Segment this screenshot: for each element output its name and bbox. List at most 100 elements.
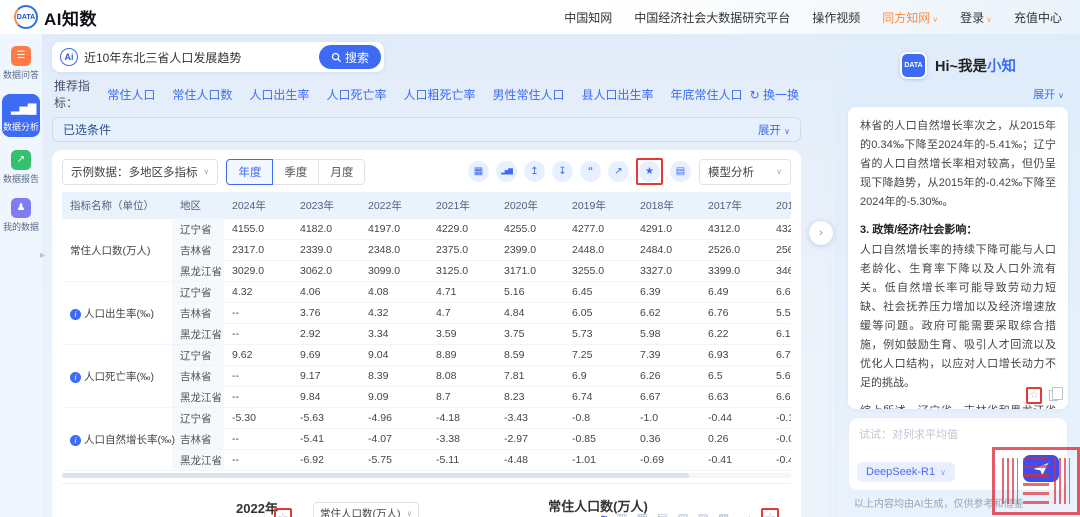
table-row: i 人口出生率(‰) 辽宁省 4.32 4.06 4.08 4.71 5.16 6.45 6.39… — [62, 281, 791, 345]
table-row: 吉林省 -- 9.17 8.39 8.08 7.81 6.9 6.26 6.5 5.6 — [62, 365, 791, 387]
info-icon[interactable]: i — [70, 434, 81, 446]
bar-chart-icon[interactable]: ▥ — [616, 511, 627, 517]
value-cell: 3.75 — [496, 323, 564, 345]
metric-dropdown[interactable]: 常住人口数(万人) ∨ — [313, 502, 420, 517]
refresh-indicators-button[interactable]: ↻ 换一换 — [749, 87, 799, 102]
hbar-chart-icon[interactable]: ▤ — [657, 511, 668, 517]
sort-up-icon[interactable]: ↥ — [524, 161, 545, 182]
sidebar-item-label: 我的数据 — [2, 222, 39, 232]
year-column-header: 2018年 — [632, 192, 700, 219]
filter-icon[interactable]: ↧ — [552, 161, 573, 182]
value-cell: 8.7 — [428, 386, 496, 408]
table-row: 吉林省 2317.0 2339.0 2348.0 2375.0 2399.0 2448.0 2… — [62, 239, 791, 261]
value-cell: 4229.0 — [428, 219, 496, 240]
recommend-indicator-link[interactable]: 人口粗死亡率 — [403, 87, 476, 102]
favorite-star-icon[interactable]: ☆ — [1029, 389, 1039, 401]
value-cell: 4.32 — [360, 302, 428, 324]
assistant-header: DATA Hi~我是小知 — [836, 52, 1080, 79]
recommend-indicator-link[interactable]: 常住人口 — [107, 87, 156, 102]
favorite-highlight-box: ☆ — [761, 508, 779, 517]
chat-paragraph: 综上所述，辽宁省、吉林省和黑龙江省的人口数量均呈持续下降趋势，人口出生率和人口自… — [860, 402, 1056, 409]
period-tab-month[interactable]: 月度 — [318, 158, 366, 185]
value-cell: -4.07 — [360, 428, 428, 450]
sidebar-expand-handle[interactable]: ▸ — [40, 250, 46, 261]
value-cell: 5.73 — [564, 323, 632, 345]
sidebar-item-label: 数据报告 — [2, 174, 39, 184]
chat-input-card[interactable]: 试试：对列求平均值 DeepSeek-R1 ∨ — [848, 417, 1068, 491]
recommend-label: 推荐指标： — [54, 79, 91, 110]
data-table-wrap: 指标名称（单位） 地区 2024年 2023年 2022年 2021年 2020年 201… — [62, 192, 791, 471]
sidebar-item-my-data[interactable]: ♟ 我的数据 — [2, 198, 40, 233]
report-export-icon[interactable]: ▤ — [670, 161, 691, 182]
sidebar-item-data-qa[interactable]: ☰ 数据问答 — [2, 46, 40, 81]
download-icon[interactable]: ↓ — [262, 512, 268, 517]
value-cell: 8.89 — [428, 344, 496, 366]
copy-icon[interactable] — [1049, 387, 1063, 401]
region-cell: 辽宁省 — [172, 407, 224, 429]
recommend-indicator-link[interactable]: 人口出生率 — [249, 87, 310, 102]
value-cell: -4.48 — [496, 449, 564, 471]
period-tab-quarter[interactable]: 季度 — [272, 158, 320, 185]
chat-paragraph: 人口自然增长率的持续下降可能与人口老龄化、生育率下降以及人口外流有关。低自然增长… — [860, 244, 1056, 389]
year-column-header: 2017年 — [700, 192, 768, 219]
region-cell: 黑龙江省 — [172, 386, 224, 408]
model-analysis-dropdown[interactable]: 模型分析 ∨ — [699, 158, 791, 185]
search-box[interactable]: Ai 近10年东北三省人口发展趋势 搜索 — [52, 42, 384, 72]
value-cell: 9.17 — [292, 365, 360, 387]
send-button[interactable] — [1023, 455, 1059, 482]
bar-chart-icon: ▂▅▇ — [11, 103, 37, 115]
period-tab-year[interactable]: 年度 — [226, 158, 274, 185]
topbar-link-tongfang[interactable]: 同方知网 ∨ — [882, 10, 939, 25]
value-cell: -5.75 — [360, 449, 428, 471]
recommend-indicator-link[interactable]: 人口死亡率 — [326, 87, 387, 102]
sidebar-item-data-report[interactable]: ↗ 数据报告 — [2, 150, 40, 185]
recommend-indicator-link[interactable]: 男性常住人口 — [492, 87, 565, 102]
search-input[interactable]: 近10年东北三省人口发展趋势 — [84, 50, 242, 65]
favorite-star-icon[interactable]: ★ — [639, 161, 660, 182]
bar-chart-icon[interactable]: ▂▅▇ — [496, 161, 517, 182]
conditions-expand-button[interactable]: 展开 ∨ — [757, 124, 790, 137]
value-cell: 2.92 — [292, 323, 360, 345]
topbar-link[interactable]: 中国经济社会大数据研究平台 — [634, 10, 791, 25]
topbar-link[interactable]: 操作视频 — [812, 10, 861, 25]
chevron-down-icon: ∨ — [203, 167, 210, 176]
box-chart-icon[interactable]: ▩ — [718, 511, 729, 517]
favorite-star-icon[interactable]: ☆ — [764, 511, 776, 517]
horizontal-scrollbar-thumb[interactable] — [62, 473, 689, 478]
info-icon[interactable]: i — [70, 371, 81, 383]
value-cell: 8.39 — [360, 365, 428, 387]
table-row: 吉林省--3.764.324.74.846.056.626.765.55 — [62, 302, 791, 324]
recommend-indicator-link[interactable]: 常住人口数 — [172, 87, 233, 102]
line-chart-icon[interactable]: ≈ — [601, 511, 608, 517]
quote-icon[interactable]: “ — [580, 161, 601, 182]
sample-data-dropdown[interactable]: 示例数据：多地区多指标 ∨ — [62, 158, 219, 185]
recommend-indicator-link[interactable]: 年底常住人口 — [670, 87, 743, 102]
indicator-cell: i 人口自然增长率(‰) — [62, 407, 175, 471]
value-cell: -5.30 — [224, 407, 292, 429]
value-cell: 3463 — [768, 260, 791, 282]
model-select-pill[interactable]: DeepSeek-R1 ∨ — [857, 462, 955, 482]
value-cell: 3171.0 — [496, 260, 564, 282]
table-row: 黑龙江省 3029.0 3062.0 3099.0 3125.0 3171.0 3255.0… — [62, 260, 791, 282]
info-icon[interactable]: i — [70, 308, 81, 320]
panel-collapse-button[interactable]: › — [809, 221, 833, 245]
search-button[interactable]: 搜索 — [318, 45, 381, 69]
value-cell: -- — [224, 428, 292, 450]
download-icon[interactable]: ↓ — [746, 512, 752, 517]
column-chart-icon[interactable]: ▦ — [637, 511, 648, 517]
topbar-link-recharge[interactable]: 充值中心 — [1013, 10, 1062, 25]
table-view-icon[interactable]: ▦ — [468, 161, 489, 182]
sidebar-item-data-analysis[interactable]: ▂▅▇ 数据分析 — [2, 94, 40, 137]
favorite-star-icon[interactable]: ☆ — [277, 511, 289, 517]
assistant-expand-button[interactable]: 展开 ∨ — [1033, 89, 1064, 101]
value-cell: 7.25 — [564, 344, 632, 366]
stacked-chart-icon[interactable]: ▧ — [677, 511, 688, 517]
area-chart-icon[interactable]: ▨ — [698, 511, 709, 517]
share-icon[interactable]: ↗ — [608, 161, 629, 182]
recommend-indicator-link[interactable]: 县人口出生率 — [581, 87, 654, 102]
search-icon — [331, 52, 342, 62]
value-cell: 9.69 — [292, 344, 360, 366]
value-cell: -5.63 — [292, 407, 360, 429]
topbar-link[interactable]: 中国知网 — [564, 10, 613, 25]
topbar-link-login[interactable]: 登录 ∨ — [960, 10, 992, 25]
